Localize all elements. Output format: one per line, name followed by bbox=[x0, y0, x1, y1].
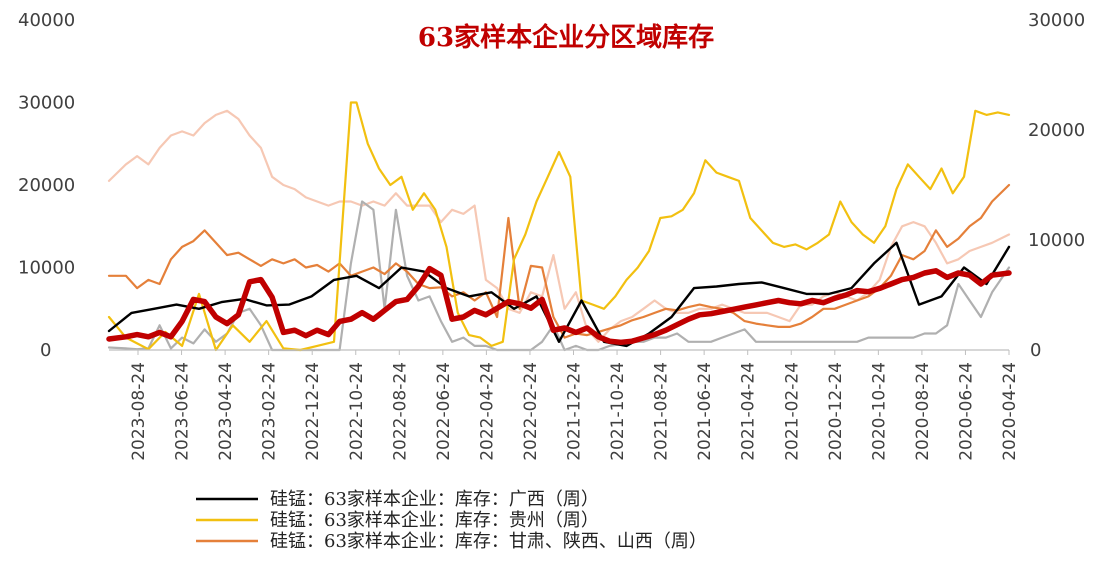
chart-title: 63家样本企业分区域库存 bbox=[418, 22, 714, 53]
x-tick-label: 2021-10-24 bbox=[608, 362, 628, 461]
series-line-0 bbox=[107, 241, 1011, 348]
left-tick-label: 20000 bbox=[18, 175, 75, 196]
x-tick-label: 2022-10-24 bbox=[347, 362, 367, 461]
left-axis-ticks: 0 10000 20000 30000 40000 bbox=[18, 10, 75, 361]
series-line-4 bbox=[107, 200, 1011, 352]
left-tick-label: 0 bbox=[40, 340, 51, 361]
x-tick-label: 2020-06-24 bbox=[956, 362, 976, 461]
left-tick-label: 10000 bbox=[18, 258, 75, 279]
legend-label: 硅锰：63家样本企业：库存：贵州（周） bbox=[270, 510, 599, 531]
x-tick-label: 2020-08-24 bbox=[913, 362, 933, 461]
series-line-3 bbox=[107, 109, 1011, 343]
left-tick-label: 40000 bbox=[18, 10, 75, 31]
x-tick-label: 2022-06-24 bbox=[434, 362, 454, 461]
legend-label: 硅锰：63家样本企业：库存：广西（周） bbox=[270, 489, 599, 510]
x-tick-label: 2023-06-24 bbox=[173, 362, 193, 461]
right-tick-label: 30000 bbox=[1028, 10, 1085, 31]
x-tick-label: 2021-02-24 bbox=[782, 362, 802, 461]
x-tick-label: 2020-12-24 bbox=[826, 362, 846, 461]
x-tick-label: 2021-08-24 bbox=[652, 362, 672, 461]
right-tick-label: 0 bbox=[1030, 340, 1041, 361]
x-tick-label: 2023-08-24 bbox=[129, 362, 149, 461]
x-tick-label: 2022-08-24 bbox=[390, 362, 410, 461]
x-tick-label: 2021-12-24 bbox=[565, 362, 585, 461]
left-tick-label: 30000 bbox=[18, 93, 75, 114]
x-tick-label: 2020-04-24 bbox=[1000, 362, 1020, 461]
plot-lines bbox=[106, 101, 1012, 352]
x-tick-label: 2021-06-24 bbox=[695, 362, 715, 461]
x-tick-label: 2023-02-24 bbox=[260, 362, 280, 461]
right-axis-ticks: 0 10000 20000 30000 bbox=[1028, 10, 1085, 361]
x-axis-ticks: 2023-08-24 2023-06-24 2023-04-24 2023-02-24… bbox=[129, 350, 1020, 461]
legend: 硅锰：63家样本企业：库存：广西（周）硅锰：63家样本企业：库存：贵州（周）硅锰… bbox=[196, 489, 707, 552]
right-tick-label: 20000 bbox=[1028, 120, 1085, 141]
x-tick-label: 2023-04-24 bbox=[216, 362, 236, 461]
series-line-1 bbox=[107, 101, 1011, 352]
x-tick-label: 2022-04-24 bbox=[477, 362, 497, 461]
legend-label: 硅锰：63家样本企业：库存：甘肃、陕西、山西（周） bbox=[270, 531, 707, 552]
right-tick-label: 10000 bbox=[1028, 230, 1085, 251]
x-tick-label: 2022-02-24 bbox=[521, 362, 541, 461]
series-line-5 bbox=[106, 265, 1012, 346]
x-tick-label: 2021-04-24 bbox=[739, 362, 759, 461]
x-tick-label: 2022-12-24 bbox=[303, 362, 323, 461]
x-tick-label: 2020-10-24 bbox=[869, 362, 889, 461]
